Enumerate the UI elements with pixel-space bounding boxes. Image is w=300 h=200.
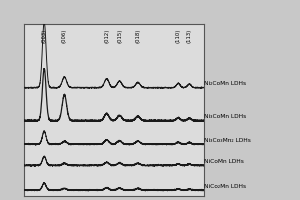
Text: (110): (110)	[176, 29, 181, 43]
Text: NiCo₂Mn LDHs: NiCo₂Mn LDHs	[204, 184, 246, 189]
Text: (003): (003)	[42, 29, 47, 43]
Text: Ni₂CoMn LDHs: Ni₂CoMn LDHs	[204, 81, 246, 86]
Text: NiCoMn LDHs: NiCoMn LDHs	[204, 159, 244, 164]
Text: (018): (018)	[135, 29, 140, 43]
Text: (006): (006)	[62, 29, 67, 43]
Text: Ni₃CoMn LDHs: Ni₃CoMn LDHs	[204, 114, 246, 119]
Text: (113): (113)	[187, 29, 192, 43]
Text: Ni₃Co₃Mn₂ LDHs: Ni₃Co₃Mn₂ LDHs	[204, 138, 251, 143]
Text: (012): (012)	[104, 29, 109, 43]
Text: (015): (015)	[117, 29, 122, 43]
